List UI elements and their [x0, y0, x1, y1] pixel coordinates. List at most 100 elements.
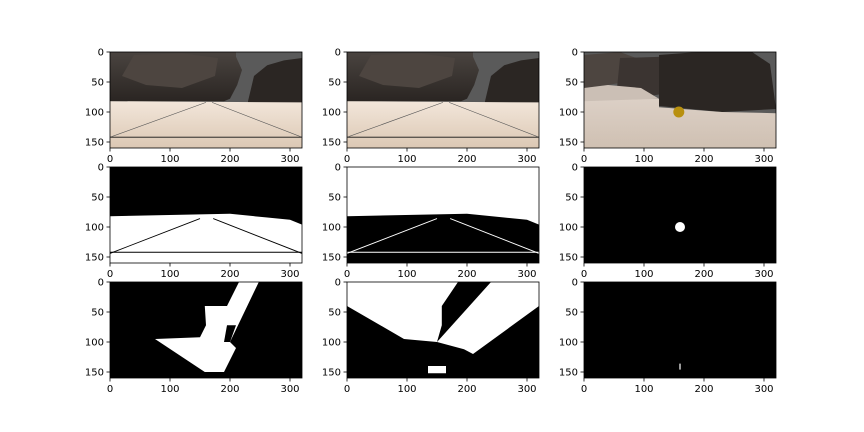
- x-tick-label: 200: [220, 154, 239, 165]
- y-tick-label: 50: [328, 308, 341, 319]
- x-tick-label: 300: [517, 269, 536, 280]
- obstacle-region: [347, 213, 539, 263]
- panel-terrain-photo: 0 100 200 300 0 50 100 150: [559, 48, 777, 165]
- y-tick-label: 100: [559, 223, 578, 234]
- axes-frame: [346, 51, 540, 149]
- rock-texture: [122, 53, 218, 88]
- grid-line: [450, 218, 539, 254]
- rock-texture: [359, 53, 455, 88]
- x-tick-label: 0: [107, 384, 113, 395]
- panel-warped-obstacle: 0 100 200 300 0 50 100 150: [322, 278, 540, 395]
- warped-navigable: [155, 282, 259, 372]
- y-tick-label: 0: [98, 48, 104, 59]
- panel-rock-threshold: 0 100 200 300 0 50 100 150: [559, 163, 777, 280]
- y-tick-label: 0: [98, 278, 104, 289]
- x-tick-label: 200: [694, 269, 713, 280]
- x-tick-label: 100: [397, 269, 416, 280]
- y-tick-label: 100: [322, 338, 341, 349]
- x-tick-label: 200: [694, 154, 713, 165]
- x-tick-label: 0: [581, 269, 587, 280]
- y-tick-label: 50: [565, 193, 578, 204]
- rock-wall-right: [248, 58, 302, 104]
- axes-frame: [583, 166, 777, 264]
- y-tick-label: 100: [559, 108, 578, 119]
- y-tick-label: 50: [91, 308, 104, 319]
- y-tick-label: 150: [85, 138, 104, 149]
- warped-fragment: [428, 366, 446, 374]
- y-tick-label: 0: [335, 48, 341, 59]
- y-tick-label: 150: [559, 253, 578, 264]
- rock-blob: [675, 222, 685, 232]
- mask-background: [584, 282, 776, 378]
- panel-image: [110, 52, 302, 148]
- y-tick-label: 0: [572, 278, 578, 289]
- x-tick-label: 100: [634, 384, 653, 395]
- y-tick-label: 100: [85, 223, 104, 234]
- panel-warped-navigable: 0 100 200 300 0 50 100 150: [85, 278, 303, 395]
- y-tick-label: 100: [322, 223, 341, 234]
- x-tick-label: 100: [160, 384, 179, 395]
- warped-gap: [224, 325, 236, 342]
- grid-line: [448, 102, 539, 138]
- x-tick-label: 100: [634, 269, 653, 280]
- panel-image: [584, 167, 776, 263]
- x-tick-label: 200: [220, 384, 239, 395]
- x-tick-label: 300: [280, 269, 299, 280]
- panel-image: [584, 52, 776, 148]
- y-tick-label: 100: [559, 338, 578, 349]
- panel-image: [347, 282, 539, 378]
- axes-frame: [109, 51, 303, 149]
- axes-frame: [583, 281, 777, 379]
- y-tick-label: 50: [565, 308, 578, 319]
- panel-terrain-photo: 0 100 200 300 0 50 100 150: [322, 48, 540, 165]
- panel-obstacle-threshold: 0 100 200 300 0 50 100 150: [322, 163, 540, 280]
- rock-right: [659, 52, 776, 112]
- panel-image: [347, 52, 539, 148]
- x-tick-label: 0: [107, 269, 113, 280]
- x-tick-label: 100: [634, 154, 653, 165]
- x-tick-label: 100: [397, 154, 416, 165]
- y-tick-label: 150: [85, 368, 104, 379]
- x-tick-label: 0: [107, 154, 113, 165]
- y-tick-label: 150: [322, 253, 341, 264]
- x-tick-label: 0: [344, 154, 350, 165]
- y-tick-label: 50: [328, 78, 341, 89]
- x-tick-label: 300: [517, 154, 536, 165]
- y-tick-label: 100: [85, 108, 104, 119]
- x-tick-label: 0: [344, 269, 350, 280]
- x-tick-label: 200: [220, 269, 239, 280]
- y-tick-label: 150: [559, 368, 578, 379]
- axes-frame: [109, 281, 303, 379]
- y-tick-label: 150: [322, 368, 341, 379]
- axes-frame: [109, 166, 303, 264]
- panel-terrain-photo: 0 100 200 300 0 50 100 150: [85, 48, 303, 165]
- ground: [110, 101, 302, 148]
- ground: [347, 101, 539, 148]
- y-tick-label: 50: [565, 78, 578, 89]
- panel-navigable-threshold: 0 100 200 300 0 50 100 150: [85, 163, 303, 280]
- y-tick-label: 0: [572, 48, 578, 59]
- ground-far: [584, 85, 659, 102]
- y-tick-label: 100: [85, 338, 104, 349]
- grid-line: [347, 102, 444, 138]
- grid-line: [347, 218, 438, 254]
- x-tick-label: 300: [280, 384, 299, 395]
- x-tick-label: 300: [754, 384, 773, 395]
- y-tick-label: 150: [559, 138, 578, 149]
- panel-image: [110, 167, 302, 263]
- y-tick-label: 100: [322, 108, 341, 119]
- x-tick-label: 0: [581, 384, 587, 395]
- x-tick-label: 100: [160, 154, 179, 165]
- x-tick-label: 300: [280, 154, 299, 165]
- y-tick-label: 50: [328, 193, 341, 204]
- x-tick-label: 100: [160, 269, 179, 280]
- y-tick-label: 0: [98, 163, 104, 174]
- y-tick-label: 150: [322, 138, 341, 149]
- grid-line: [110, 102, 207, 138]
- y-tick-label: 0: [335, 163, 341, 174]
- x-tick-label: 200: [694, 384, 713, 395]
- y-tick-label: 0: [572, 163, 578, 174]
- panel-image: [347, 167, 539, 263]
- ground: [584, 98, 776, 148]
